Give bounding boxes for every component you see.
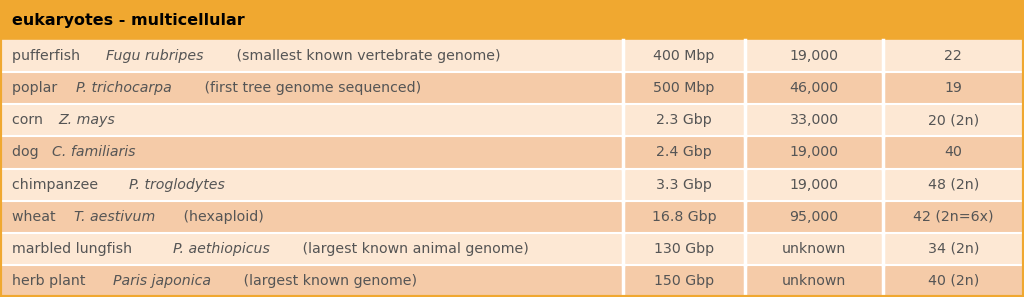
Text: 400 Mbp: 400 Mbp (653, 49, 715, 63)
Text: 500 Mbp: 500 Mbp (653, 81, 715, 95)
Text: (hexaploid): (hexaploid) (179, 210, 264, 224)
Text: 46,000: 46,000 (790, 81, 839, 95)
Text: 130 Gbp: 130 Gbp (654, 242, 714, 256)
Text: 2.3 Gbp: 2.3 Gbp (656, 113, 712, 127)
Text: 34 (2n): 34 (2n) (928, 242, 979, 256)
Bar (0, 233, 1024, 265)
Text: 95,000: 95,000 (790, 210, 839, 224)
Text: pufferfish: pufferfish (12, 49, 85, 63)
Text: unknown: unknown (782, 274, 846, 288)
Text: (first tree genome sequenced): (first tree genome sequenced) (200, 81, 421, 95)
Text: P. troglodytes: P. troglodytes (129, 178, 225, 192)
Text: 22: 22 (944, 49, 963, 63)
Text: poplar: poplar (12, 81, 62, 95)
Text: 19,000: 19,000 (790, 178, 839, 192)
Text: 42 (2n=6x): 42 (2n=6x) (913, 210, 993, 224)
Text: 2.4 Gbp: 2.4 Gbp (656, 146, 712, 159)
Text: corn: corn (12, 113, 48, 127)
Text: Paris japonica: Paris japonica (113, 274, 211, 288)
Text: 20 (2n): 20 (2n) (928, 113, 979, 127)
Text: 40 (2n): 40 (2n) (928, 274, 979, 288)
Bar (0, 72, 1024, 104)
Text: herb plant: herb plant (12, 274, 90, 288)
Text: 48 (2n): 48 (2n) (928, 178, 979, 192)
Bar (0, 40, 1024, 72)
Bar (0, 104, 1024, 136)
Text: (largest known animal genome): (largest known animal genome) (298, 242, 528, 256)
Text: P. aethiopicus: P. aethiopicus (173, 242, 270, 256)
Text: 16.8 Gbp: 16.8 Gbp (651, 210, 717, 224)
Text: wheat: wheat (12, 210, 60, 224)
Bar (0, 265, 1024, 297)
Text: eukaryotes - multicellular: eukaryotes - multicellular (12, 12, 245, 28)
Text: P. trichocarpa: P. trichocarpa (77, 81, 172, 95)
Text: (largest known genome): (largest known genome) (240, 274, 418, 288)
Text: 3.3 Gbp: 3.3 Gbp (656, 178, 712, 192)
Text: T. aestivum: T. aestivum (75, 210, 156, 224)
Text: Fugu rubripes: Fugu rubripes (106, 49, 204, 63)
Bar (0, 0, 1024, 40)
Text: 19,000: 19,000 (790, 49, 839, 63)
Bar (0, 169, 1024, 201)
Text: C. familiaris: C. familiaris (52, 146, 136, 159)
Text: 150 Gbp: 150 Gbp (654, 274, 714, 288)
Bar (0, 136, 1024, 169)
Text: dog: dog (12, 146, 43, 159)
Text: marbled lungfish: marbled lungfish (12, 242, 137, 256)
Text: 19: 19 (944, 81, 963, 95)
Text: Z. mays: Z. mays (58, 113, 115, 127)
Text: 40: 40 (944, 146, 963, 159)
Text: 33,000: 33,000 (790, 113, 839, 127)
Text: unknown: unknown (782, 242, 846, 256)
Text: (smallest known vertebrate genome): (smallest known vertebrate genome) (231, 49, 501, 63)
Bar (0, 201, 1024, 233)
Text: 19,000: 19,000 (790, 146, 839, 159)
Text: chimpanzee: chimpanzee (12, 178, 103, 192)
